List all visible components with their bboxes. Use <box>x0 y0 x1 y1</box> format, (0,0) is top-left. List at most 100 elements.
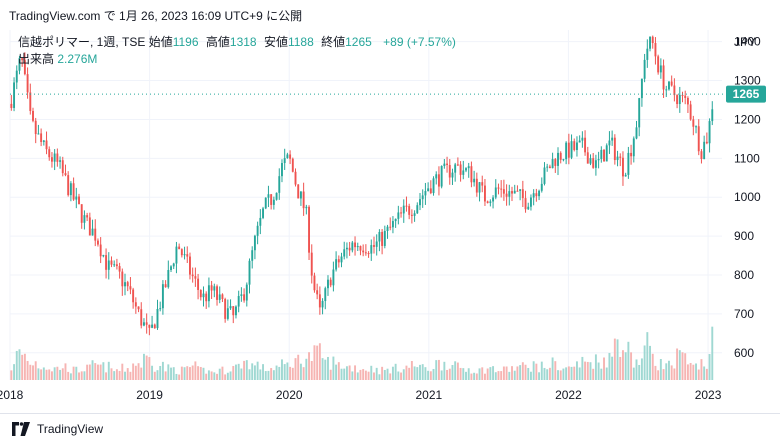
volume-bar <box>80 371 83 380</box>
brand[interactable]: TradingView <box>10 422 103 436</box>
candle-body <box>478 182 481 193</box>
candle-body <box>232 306 235 316</box>
candle-body <box>429 188 432 194</box>
candle-body <box>684 95 687 98</box>
candle-body <box>199 289 202 298</box>
volume-bar <box>199 366 202 380</box>
candle-body <box>370 245 373 254</box>
candle-body <box>646 48 649 60</box>
candle-body <box>253 235 256 251</box>
volume-bar <box>256 361 259 380</box>
candle-body <box>308 206 310 253</box>
candle-body <box>708 121 711 144</box>
candle-body <box>600 149 603 160</box>
volume-bar <box>443 361 446 380</box>
candle-body <box>575 142 578 150</box>
candle-body <box>711 109 714 122</box>
volume-bar <box>151 365 154 380</box>
volume-bar <box>673 368 676 380</box>
volume-bar <box>310 360 313 380</box>
volume-bar <box>456 362 459 380</box>
volume-bar <box>429 371 432 380</box>
candle-body <box>348 247 351 251</box>
candle-body <box>67 175 70 196</box>
candle-body <box>597 159 600 161</box>
volume-bar <box>318 343 321 380</box>
price-axis: 600 700 800 900 1000 1100 1200 1300 1400 <box>734 35 761 360</box>
volume-bar <box>53 367 56 380</box>
volume-bar <box>703 366 706 380</box>
candle-body <box>505 193 508 197</box>
tradingview-logo-icon <box>12 422 30 436</box>
candle-body <box>297 184 300 199</box>
volume-bar <box>253 365 256 380</box>
volume-bar <box>613 338 616 380</box>
candle-body <box>427 188 430 192</box>
volume-bar <box>513 370 516 380</box>
candle-body <box>132 289 135 303</box>
candle-body <box>391 221 394 228</box>
candle-body <box>551 159 554 169</box>
volume-bar <box>611 356 614 380</box>
volume-bar <box>516 366 519 380</box>
footer: TradingView <box>0 413 780 446</box>
volume-bars <box>10 326 714 380</box>
volume-bar <box>424 367 427 380</box>
volume-bar <box>659 358 662 380</box>
candle-body <box>145 322 148 325</box>
candle-body <box>686 97 689 105</box>
candle-body <box>32 110 34 121</box>
candle-body <box>40 133 43 143</box>
candle-body <box>267 194 270 198</box>
volume-bar <box>262 364 264 380</box>
candle-body <box>692 119 695 127</box>
candle-body <box>605 145 608 162</box>
volume-bar <box>105 372 108 380</box>
volume-bar <box>370 365 373 380</box>
candle-body <box>172 263 175 267</box>
volume-bar <box>67 371 70 380</box>
candle-body <box>502 189 505 194</box>
candle-body <box>134 302 137 307</box>
candle-body <box>456 164 459 166</box>
volume-bar <box>535 363 538 380</box>
volume-bar <box>23 353 26 380</box>
candle-body <box>302 191 305 209</box>
candle-body <box>424 191 427 196</box>
volume-bar <box>532 361 535 380</box>
volume-bar <box>421 364 424 380</box>
volume-bar <box>61 368 64 380</box>
volume-bar <box>137 363 140 380</box>
candle-body <box>619 156 622 158</box>
candle-body <box>235 306 237 316</box>
volume-bar <box>584 361 587 380</box>
candle-body <box>13 82 16 108</box>
symbol-name[interactable]: 信越ポリマー, 1週, TSE <box>18 35 146 49</box>
candle-body <box>356 246 359 248</box>
volume-bar <box>194 361 197 380</box>
candle-body <box>589 158 592 164</box>
volume-bar <box>178 374 181 380</box>
volume-bar <box>69 373 72 380</box>
volume-bar <box>692 364 695 380</box>
volume-bar <box>313 345 316 380</box>
volume-bar <box>64 363 67 380</box>
volume-bar <box>651 353 654 380</box>
volume-bar <box>630 352 633 380</box>
volume-bar <box>248 369 251 380</box>
volume-value: 2.276M <box>57 52 98 66</box>
candle-body <box>327 279 329 289</box>
volume-bar <box>167 364 170 380</box>
volume-bar <box>205 373 208 380</box>
volume-bar <box>159 365 162 380</box>
volume-bar <box>394 363 397 380</box>
candle-body <box>78 196 80 205</box>
candle-body <box>256 225 259 236</box>
volume-bar <box>207 370 210 380</box>
candle-body <box>535 193 538 197</box>
candle-body <box>189 256 191 275</box>
volume-bar <box>635 359 638 380</box>
candle-body <box>519 189 522 191</box>
volume-bar <box>554 361 557 380</box>
